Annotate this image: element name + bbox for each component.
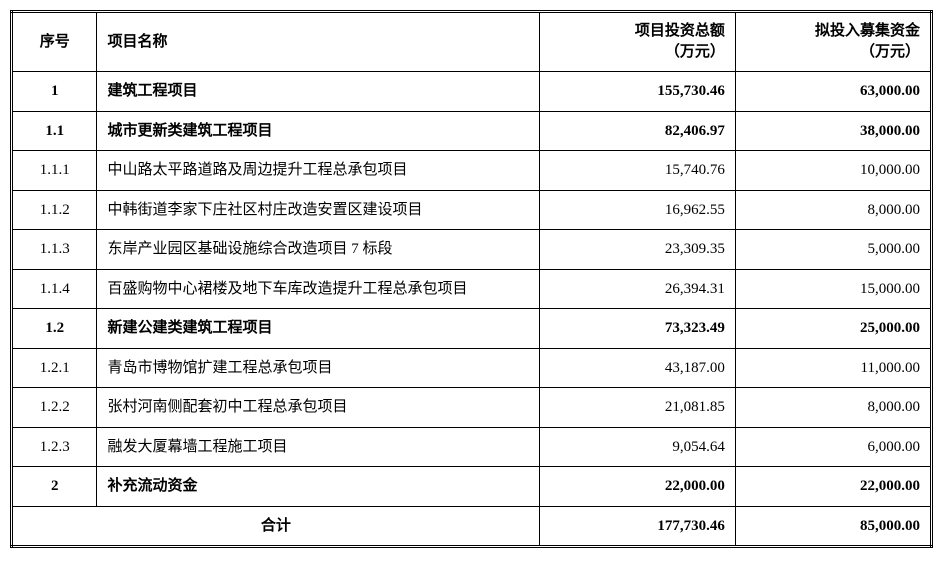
- cell-amount1: 82,406.97: [539, 111, 735, 151]
- cell-seq: 1.1.1: [12, 151, 97, 191]
- cell-name: 百盛购物中心裙楼及地下车库改造提升工程总承包项目: [97, 269, 539, 309]
- cell-seq: 1.1.3: [12, 230, 97, 270]
- cell-amount2: 8,000.00: [735, 190, 931, 230]
- cell-amount2: 11,000.00: [735, 348, 931, 388]
- cell-name: 建筑工程项目: [97, 72, 539, 112]
- header-amount2-line1: 拟投入募集资金: [815, 23, 920, 39]
- table-row: 1.1.3东岸产业园区基础设施综合改造项目 7 标段23,309.355,000…: [12, 230, 932, 270]
- table-row: 1.1城市更新类建筑工程项目82,406.9738,000.00: [12, 111, 932, 151]
- header-name: 项目名称: [97, 12, 539, 72]
- cell-name: 城市更新类建筑工程项目: [97, 111, 539, 151]
- header-amount1-line2: （万元）: [665, 44, 725, 60]
- table-row: 1.1.1中山路太平路道路及周边提升工程总承包项目15,740.7610,000…: [12, 151, 932, 191]
- cell-amount2: 63,000.00: [735, 72, 931, 112]
- table-header: 序号 项目名称 项目投资总额 （万元） 拟投入募集资金 （万元）: [12, 12, 932, 72]
- table-row: 2补充流动资金22,000.0022,000.00: [12, 467, 932, 507]
- cell-amount2: 6,000.00: [735, 427, 931, 467]
- cell-amount2: 25,000.00: [735, 309, 931, 349]
- cell-name: 中山路太平路道路及周边提升工程总承包项目: [97, 151, 539, 191]
- header-amount1: 项目投资总额 （万元）: [539, 12, 735, 72]
- investment-table: 序号 项目名称 项目投资总额 （万元） 拟投入募集资金 （万元） 1建筑工程项目…: [10, 10, 933, 548]
- table-body: 1建筑工程项目155,730.4663,000.001.1城市更新类建筑工程项目…: [12, 72, 932, 547]
- header-amount2-line2: （万元）: [860, 44, 920, 60]
- cell-total-amount1: 177,730.46: [539, 506, 735, 547]
- table-row: 1.1.4百盛购物中心裙楼及地下车库改造提升工程总承包项目26,394.3115…: [12, 269, 932, 309]
- table-row: 1.2.3融发大厦幕墙工程施工项目9,054.646,000.00: [12, 427, 932, 467]
- cell-amount2: 22,000.00: [735, 467, 931, 507]
- cell-amount2: 8,000.00: [735, 388, 931, 428]
- cell-amount2: 10,000.00: [735, 151, 931, 191]
- cell-total-label: 合计: [12, 506, 540, 547]
- cell-name: 新建公建类建筑工程项目: [97, 309, 539, 349]
- cell-amount2: 38,000.00: [735, 111, 931, 151]
- table-row: 1.2新建公建类建筑工程项目73,323.4925,000.00: [12, 309, 932, 349]
- header-amount1-line1: 项目投资总额: [635, 23, 725, 39]
- cell-seq: 1.2: [12, 309, 97, 349]
- table-row: 1.2.1青岛市博物馆扩建工程总承包项目43,187.0011,000.00: [12, 348, 932, 388]
- cell-seq: 1.2.3: [12, 427, 97, 467]
- cell-amount2: 5,000.00: [735, 230, 931, 270]
- cell-name: 中韩街道李家下庄社区村庄改造安置区建设项目: [97, 190, 539, 230]
- table-row: 1.2.2张村河南侧配套初中工程总承包项目21,081.858,000.00: [12, 388, 932, 428]
- cell-amount1: 15,740.76: [539, 151, 735, 191]
- cell-name: 补充流动资金: [97, 467, 539, 507]
- cell-seq: 1.1: [12, 111, 97, 151]
- cell-amount1: 16,962.55: [539, 190, 735, 230]
- cell-seq: 1.1.2: [12, 190, 97, 230]
- cell-seq: 1: [12, 72, 97, 112]
- cell-seq: 1.2.2: [12, 388, 97, 428]
- header-seq: 序号: [12, 12, 97, 72]
- cell-name: 东岸产业园区基础设施综合改造项目 7 标段: [97, 230, 539, 270]
- cell-amount1: 43,187.00: [539, 348, 735, 388]
- cell-amount1: 26,394.31: [539, 269, 735, 309]
- cell-amount2: 15,000.00: [735, 269, 931, 309]
- table-row: 1.1.2中韩街道李家下庄社区村庄改造安置区建设项目16,962.558,000…: [12, 190, 932, 230]
- cell-total-amount2: 85,000.00: [735, 506, 931, 547]
- cell-name: 张村河南侧配套初中工程总承包项目: [97, 388, 539, 428]
- cell-seq: 1.1.4: [12, 269, 97, 309]
- cell-amount1: 9,054.64: [539, 427, 735, 467]
- cell-amount1: 155,730.46: [539, 72, 735, 112]
- table-row: 1建筑工程项目155,730.4663,000.00: [12, 72, 932, 112]
- cell-name: 融发大厦幕墙工程施工项目: [97, 427, 539, 467]
- cell-seq: 1.2.1: [12, 348, 97, 388]
- table-total-row: 合计177,730.4685,000.00: [12, 506, 932, 547]
- cell-amount1: 21,081.85: [539, 388, 735, 428]
- cell-amount1: 73,323.49: [539, 309, 735, 349]
- cell-seq: 2: [12, 467, 97, 507]
- cell-name: 青岛市博物馆扩建工程总承包项目: [97, 348, 539, 388]
- cell-amount1: 23,309.35: [539, 230, 735, 270]
- header-amount2: 拟投入募集资金 （万元）: [735, 12, 931, 72]
- cell-amount1: 22,000.00: [539, 467, 735, 507]
